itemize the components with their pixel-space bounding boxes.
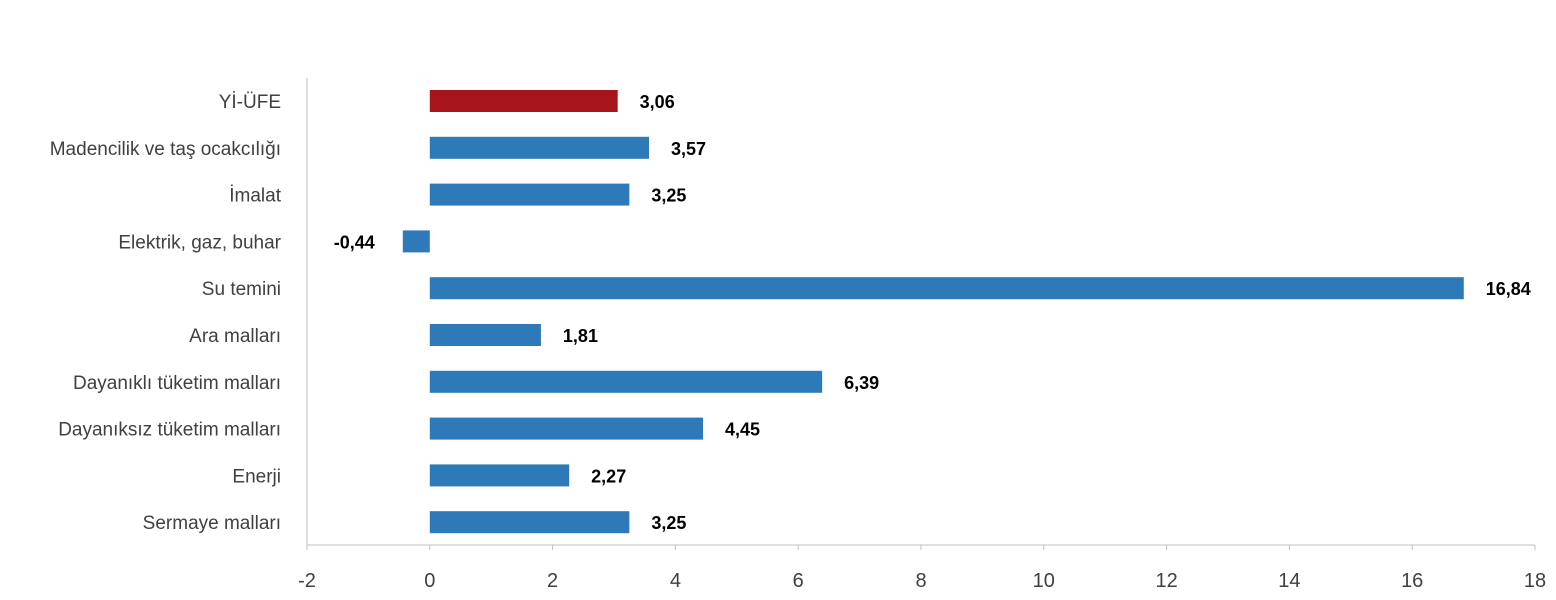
value-label: 6,39 bbox=[844, 373, 879, 393]
category-label: Yİ-ÜFE bbox=[219, 92, 281, 113]
x-tick-label: 4 bbox=[670, 570, 681, 592]
x-tick-label: -2 bbox=[298, 570, 316, 592]
labels: Yİ-ÜFE 3,06 Madencilik ve taş ocakcılığı 3,… bbox=[50, 92, 1531, 534]
x-tick-label: 12 bbox=[1155, 570, 1177, 592]
bar bbox=[429, 464, 570, 487]
bar bbox=[429, 90, 618, 112]
value-label: 3,06 bbox=[640, 92, 675, 112]
value-label: 3,57 bbox=[671, 139, 706, 159]
bar bbox=[429, 370, 823, 393]
x-tick-label: 2 bbox=[547, 570, 558, 592]
axes: -2 0 2 4 6 8 10 12 14 16 18 bbox=[298, 78, 1546, 592]
bar bbox=[429, 277, 1464, 300]
value-label: 16,84 bbox=[1486, 279, 1531, 299]
x-tick-label: 14 bbox=[1278, 570, 1300, 592]
category-label: Enerji bbox=[232, 466, 281, 487]
bar bbox=[429, 417, 704, 440]
value-label: 1,81 bbox=[563, 326, 598, 346]
category-label: Sermaye malları bbox=[143, 513, 281, 534]
category-label: Elektrik, gaz, buhar bbox=[118, 232, 281, 253]
category-label: Madencilik ve taş ocakcılığı bbox=[50, 139, 281, 160]
value-label: -0,44 bbox=[334, 232, 375, 252]
x-tick-label: 6 bbox=[793, 570, 804, 592]
x-tick-label: 8 bbox=[915, 570, 926, 592]
bar bbox=[429, 183, 630, 206]
bars bbox=[402, 90, 1464, 534]
value-label: 4,45 bbox=[725, 420, 760, 440]
x-tick-label: 10 bbox=[1033, 570, 1055, 592]
x-tick-label: 16 bbox=[1401, 570, 1423, 592]
category-label: Dayanıklı tüketim malları bbox=[73, 373, 281, 394]
x-tick-label: 18 bbox=[1524, 570, 1546, 592]
value-label: 3,25 bbox=[651, 513, 686, 533]
bar bbox=[429, 136, 649, 159]
value-label: 3,25 bbox=[651, 186, 686, 206]
x-tick-label: 0 bbox=[424, 570, 435, 592]
category-label: Ara malları bbox=[189, 326, 281, 347]
category-label: İmalat bbox=[229, 186, 281, 207]
bar bbox=[429, 511, 630, 534]
value-label: 2,27 bbox=[591, 466, 626, 486]
bar bbox=[429, 324, 541, 346]
category-label: Su temini bbox=[202, 279, 281, 300]
category-label: Dayanıksız tüketim malları bbox=[58, 420, 281, 441]
bar bbox=[402, 230, 430, 253]
